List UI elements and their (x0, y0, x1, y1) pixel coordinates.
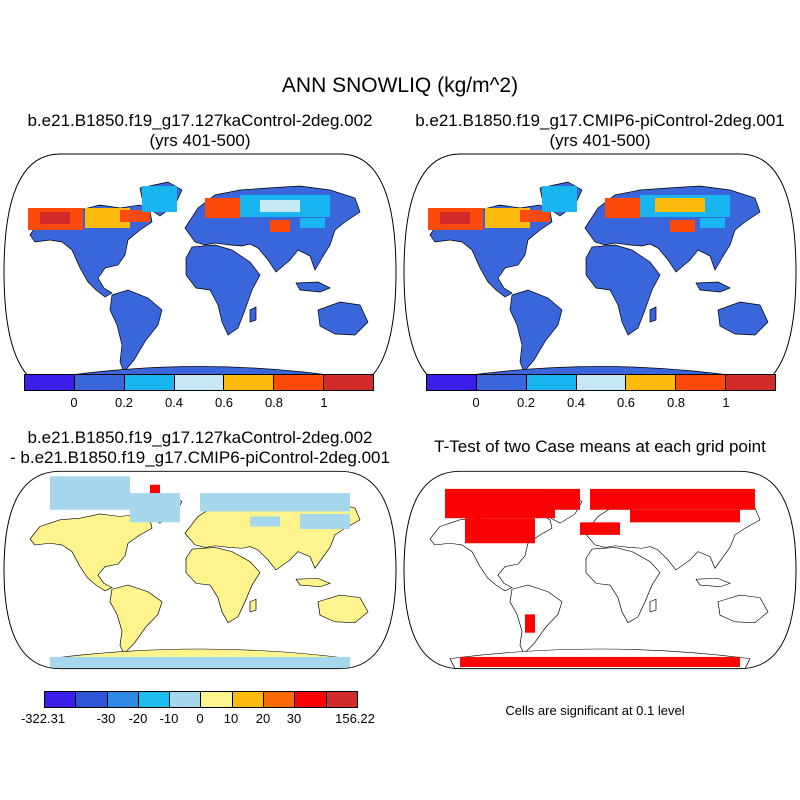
panel-title-bottom-left: b.e21.B1850.f19_g17.127kaControl-2deg.00… (0, 428, 400, 468)
colorbar-swatch (170, 692, 202, 707)
colorbar-swatch (74, 375, 125, 390)
panel-title-line2: (yrs 401-500) (549, 131, 651, 150)
map-top-left (3, 153, 397, 391)
colorbar-swatch (138, 692, 171, 707)
colorbar-swatch (274, 375, 325, 390)
colorbar-swatch (45, 692, 77, 707)
colorbar-tick-label: 0.6 (616, 395, 636, 410)
colorbar-swatch (295, 692, 327, 707)
colorbar-swatch (124, 375, 175, 390)
map-bottom-left (3, 470, 397, 670)
colorbar-swatch (626, 375, 677, 390)
colorbar-swatch (264, 692, 296, 707)
panel-title-line1: T-Test of two Case means at each grid po… (434, 437, 766, 456)
colorbar-swatch (224, 375, 275, 390)
main-title: ANN SNOWLIQ (kg/m^2) (281, 74, 519, 97)
colorbar-tick-label: 10 (223, 711, 239, 726)
colorbar-swatch (476, 375, 527, 390)
colorbar-swatch (25, 375, 75, 390)
colorbar-tick-label: 0.2 (114, 395, 134, 410)
colorbar-tick-label: -20 (128, 711, 148, 726)
colorbar-tick-label: 0.2 (516, 395, 536, 410)
panel-title-line1: b.e21.B1850.f19_g17.127kaControl-2deg.00… (27, 111, 373, 130)
significance-note: Cells are significant at 0.1 level (505, 703, 685, 718)
colorbar-tick-label: 0.6 (214, 395, 234, 410)
panel-title-line2: (yrs 401-500) (149, 131, 251, 150)
colorbar-swatch (174, 375, 225, 390)
panel-title-line2: - b.e21.B1850.f19_g17.CMIP6-piControl-2d… (10, 448, 390, 467)
colorbar-tick-label: 1 (722, 395, 730, 410)
panel-title-line1: b.e21.B1850.f19_g17.CMIP6-piControl-2deg… (415, 111, 785, 130)
colorbar-swatch (324, 375, 374, 390)
colorbar-tick-label: 20 (255, 711, 271, 726)
colorbar-tick-label: 0.4 (566, 395, 586, 410)
colorbar-swatch (232, 692, 265, 707)
map-top-right (403, 153, 797, 391)
map-bottom-right (403, 470, 797, 670)
panel-title-bottom-right: T-Test of two Case means at each grid po… (400, 437, 800, 457)
colorbar-top-right (426, 374, 776, 391)
high-snow-regions (428, 186, 730, 388)
colorbar-swatch (107, 692, 139, 707)
colorbar-tick-label: 0.8 (264, 395, 284, 410)
colorbar-bottom-left (44, 691, 358, 708)
colorbar-tick-label: 30 (286, 711, 302, 726)
significant-cells (445, 488, 755, 667)
colorbar-swatch (76, 692, 108, 707)
colorbar-swatch (326, 692, 357, 707)
panel-title-top-right: b.e21.B1850.f19_g17.CMIP6-piControl-2deg… (400, 111, 800, 151)
colorbar-tick-label: 0 (70, 395, 78, 410)
colorbar-tick-label: -30 (96, 711, 116, 726)
colorbar-tick-label: 156.22 (335, 711, 375, 726)
colorbar-tick-label: 0 (472, 395, 480, 410)
colorbar-tick-label: 0.4 (164, 395, 184, 410)
colorbar-tick-label: 1 (320, 395, 328, 410)
high-snow-regions (28, 186, 330, 388)
colorbar-swatch (427, 375, 477, 390)
panel-title-top-left: b.e21.B1850.f19_g17.127kaControl-2deg.00… (0, 111, 400, 151)
difference-hotspot (150, 484, 160, 494)
colorbar-top-left (24, 374, 374, 391)
colorbar-swatch (726, 375, 776, 390)
difference-regions (50, 476, 350, 669)
colorbar-tick-label: -322.31 (20, 711, 66, 726)
colorbar-swatch (676, 375, 727, 390)
colorbar-tick-label: 0.8 (666, 395, 686, 410)
colorbar-tick-label: -10 (159, 711, 179, 726)
colorbar-swatch (526, 375, 577, 390)
panel-title-line1: b.e21.B1850.f19_g17.127kaControl-2deg.00… (27, 428, 373, 447)
colorbar-swatch (576, 375, 627, 390)
colorbar-swatch (201, 692, 233, 707)
colorbar-tick-label: 0 (196, 711, 204, 726)
